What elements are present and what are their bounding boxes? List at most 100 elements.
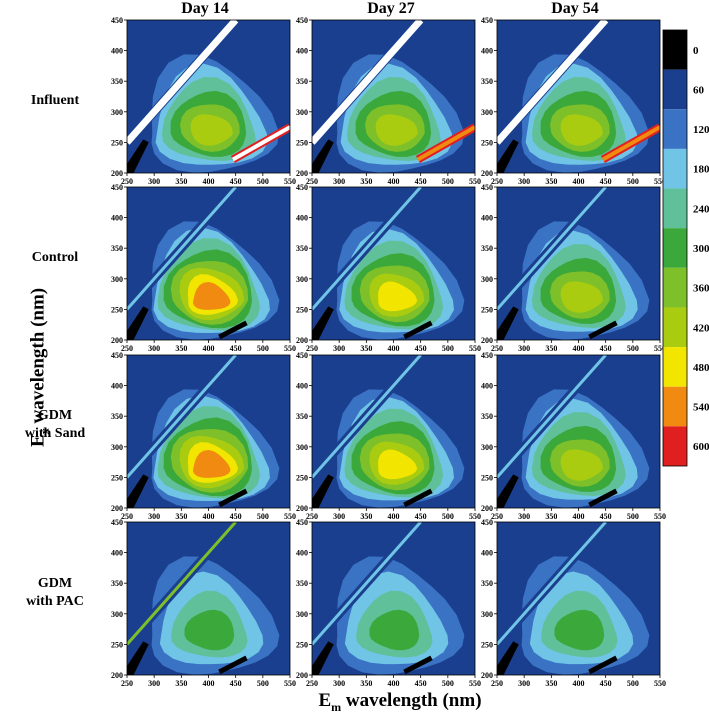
y-tick-label: 250 bbox=[481, 640, 493, 649]
second-order-scatter bbox=[601, 125, 660, 162]
x-tick-label: 250 bbox=[121, 679, 133, 688]
noise-region bbox=[312, 306, 334, 340]
x-tick-label: 300 bbox=[518, 512, 530, 521]
y-tick-label: 200 bbox=[481, 671, 493, 680]
colorbar-swatch bbox=[663, 228, 687, 268]
y-tick-label: 400 bbox=[481, 549, 493, 558]
contour-level-540 bbox=[192, 450, 231, 478]
x-tick-label: 450 bbox=[230, 679, 242, 688]
y-tick-label: 200 bbox=[111, 504, 123, 513]
scatter-band bbox=[312, 355, 422, 479]
y-tick-label: 250 bbox=[111, 138, 123, 147]
x-tick-label: 400 bbox=[388, 344, 400, 353]
y-tick-label: 450 bbox=[296, 518, 308, 527]
x-tick-label: 350 bbox=[360, 177, 372, 186]
y-tick-label: 450 bbox=[296, 16, 308, 25]
x-tick-label: 250 bbox=[306, 512, 318, 521]
x-tick-label: 350 bbox=[545, 344, 557, 353]
x-tick-label: 500 bbox=[627, 177, 639, 186]
x-tick-label: 450 bbox=[600, 679, 612, 688]
panel-2-2-field bbox=[497, 355, 660, 508]
colorbar-swatch bbox=[663, 347, 687, 387]
x-tick-label: 400 bbox=[388, 512, 400, 521]
colorbar-swatch bbox=[663, 30, 687, 70]
colorbar: 0 60 120 180 240 300 360 420 480 540 600 bbox=[662, 29, 709, 467]
x-tick-label: 300 bbox=[148, 679, 160, 688]
scatter-band bbox=[312, 20, 424, 145]
noise-region bbox=[312, 641, 334, 675]
contour-level-420 bbox=[560, 449, 603, 481]
y-tick-label: 350 bbox=[481, 244, 493, 253]
y-tick-label: 300 bbox=[481, 275, 493, 284]
y-tick-label: 350 bbox=[296, 77, 308, 86]
y-tick-label: 300 bbox=[111, 108, 123, 117]
colorbar-swatch bbox=[663, 188, 687, 229]
y-tick-label: 350 bbox=[481, 579, 493, 588]
x-tick-label: 350 bbox=[545, 512, 557, 521]
x-tick-label: 400 bbox=[573, 679, 585, 688]
x-tick-label: 550 bbox=[469, 512, 481, 521]
x-tick-label: 350 bbox=[360, 344, 372, 353]
y-tick-label: 300 bbox=[296, 443, 308, 452]
noise-region bbox=[127, 474, 149, 508]
scatter-band bbox=[312, 187, 422, 311]
y-tick-label: 350 bbox=[111, 579, 123, 588]
colorbar-swatch bbox=[663, 267, 687, 308]
x-tick-label: 550 bbox=[284, 177, 296, 186]
y-tick-label: 400 bbox=[296, 382, 308, 391]
contour-level-480 bbox=[378, 449, 418, 480]
x-tick-label: 450 bbox=[230, 512, 242, 521]
colorbar-swatch bbox=[663, 386, 687, 427]
y-tick-label: 250 bbox=[481, 305, 493, 314]
y-tick-label: 450 bbox=[481, 351, 493, 360]
x-tick-label: 300 bbox=[148, 177, 160, 186]
x-tick-label: 550 bbox=[469, 679, 481, 688]
x-tick-label: 550 bbox=[284, 512, 296, 521]
y-tick-label: 450 bbox=[111, 183, 123, 192]
colorbar-label: 180 bbox=[693, 164, 709, 176]
second-order-scatter bbox=[588, 320, 618, 340]
colorbar-label: 360 bbox=[693, 283, 709, 295]
y-tick-label: 250 bbox=[481, 138, 493, 147]
y-tick-label: 200 bbox=[296, 336, 308, 345]
y-tick-label: 350 bbox=[481, 77, 493, 86]
noise-region bbox=[312, 139, 334, 173]
y-tick-label: 350 bbox=[296, 579, 308, 588]
panel-0-0-field bbox=[127, 20, 290, 173]
noise-region bbox=[497, 306, 519, 340]
colorbar-label: 420 bbox=[693, 322, 709, 334]
y-tick-label: 350 bbox=[481, 412, 493, 421]
second-order-scatter bbox=[403, 488, 433, 508]
y-tick-label: 300 bbox=[481, 610, 493, 619]
x-tick-label: 250 bbox=[306, 679, 318, 688]
colorbar-label: 60 bbox=[693, 84, 705, 96]
scatter-band bbox=[497, 355, 607, 479]
x-tick-label: 400 bbox=[203, 679, 215, 688]
x-tick-label: 300 bbox=[518, 679, 530, 688]
second-order-scatter bbox=[231, 125, 290, 162]
x-tick-label: 450 bbox=[600, 512, 612, 521]
x-tick-label: 250 bbox=[121, 344, 133, 353]
y-tick-label: 450 bbox=[296, 183, 308, 192]
x-tick-label: 250 bbox=[306, 177, 318, 186]
noise-region bbox=[497, 474, 519, 508]
scatter-band bbox=[127, 20, 239, 145]
colorbar-swatch bbox=[663, 69, 687, 110]
x-tick-label: 450 bbox=[600, 177, 612, 186]
x-tick-label: 400 bbox=[203, 344, 215, 353]
panel-1-0-field bbox=[127, 187, 290, 340]
x-tick-label: 450 bbox=[415, 177, 427, 186]
y-tick-label: 300 bbox=[111, 443, 123, 452]
y-tick-label: 250 bbox=[111, 473, 123, 482]
contour-level-420 bbox=[190, 114, 233, 146]
x-tick-label: 550 bbox=[654, 177, 666, 186]
x-tick-label: 300 bbox=[518, 177, 530, 186]
y-tick-label: 350 bbox=[111, 412, 123, 421]
